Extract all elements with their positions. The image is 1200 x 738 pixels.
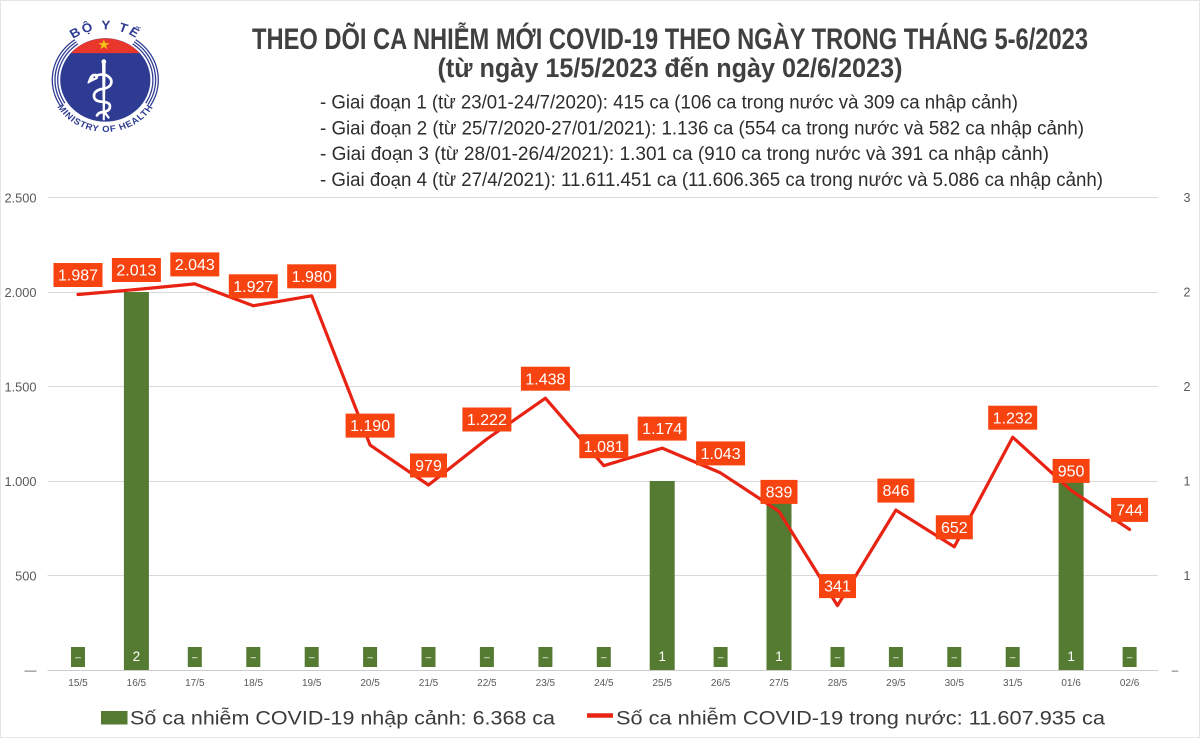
svg-text:30/5: 30/5 bbox=[945, 678, 965, 689]
svg-text:26/5: 26/5 bbox=[711, 678, 731, 689]
svg-text:2: 2 bbox=[133, 649, 141, 664]
svg-text:–: – bbox=[893, 652, 899, 663]
svg-text:1.987: 1.987 bbox=[58, 268, 98, 285]
svg-text:21/5: 21/5 bbox=[419, 678, 439, 689]
svg-text:1.000: 1.000 bbox=[4, 474, 36, 489]
svg-text:22/5: 22/5 bbox=[477, 678, 497, 689]
svg-text:2: 2 bbox=[1184, 286, 1191, 300]
svg-text:1.043: 1.043 bbox=[701, 446, 741, 463]
svg-text:23/5: 23/5 bbox=[536, 678, 556, 689]
svg-text:BỘ Y TẾ: BỘ Y TẾ bbox=[67, 18, 144, 42]
svg-text:(từ ngày 15/5/2023 đến ngày 02: (từ ngày 15/5/2023 đến ngày 02/6/2023) bbox=[438, 53, 903, 83]
svg-text:–: – bbox=[251, 652, 257, 663]
svg-text:- Giai đoạn 1 (từ 23/01-24/7/2: - Giai đoạn 1 (từ 23/01-24/7/2020): 415 … bbox=[320, 93, 1018, 114]
svg-text:27/5: 27/5 bbox=[769, 678, 789, 689]
svg-text:25/5: 25/5 bbox=[652, 678, 672, 689]
svg-text:1.174: 1.174 bbox=[642, 421, 682, 438]
svg-text:20/5: 20/5 bbox=[360, 678, 380, 689]
svg-text:500: 500 bbox=[15, 569, 36, 584]
svg-text:1.190: 1.190 bbox=[350, 418, 390, 435]
svg-text:- Giai đoạn 2 (từ 25/7/2020-27: - Giai đoạn 2 (từ 25/7/2020-27/01/2021):… bbox=[320, 118, 1084, 139]
svg-text:1.500: 1.500 bbox=[4, 380, 36, 395]
svg-text:2.000: 2.000 bbox=[4, 285, 36, 300]
svg-text:2.500: 2.500 bbox=[4, 191, 36, 206]
svg-text:979: 979 bbox=[415, 458, 442, 475]
svg-text:28/5: 28/5 bbox=[828, 678, 848, 689]
svg-text:1.980: 1.980 bbox=[292, 269, 332, 286]
svg-text:THEO DÕI CA NHIỄM MỚI COVID-19: THEO DÕI CA NHIỄM MỚI COVID-19 THEO NGÀY… bbox=[252, 22, 1088, 56]
svg-text:846: 846 bbox=[883, 483, 910, 500]
svg-text:839: 839 bbox=[766, 485, 793, 502]
svg-text:–: – bbox=[835, 652, 841, 663]
svg-text:31/5: 31/5 bbox=[1003, 678, 1023, 689]
svg-text:2: 2 bbox=[1184, 380, 1191, 394]
svg-text:1.438: 1.438 bbox=[525, 371, 565, 388]
svg-text:–: – bbox=[426, 652, 432, 663]
svg-text:–: – bbox=[192, 652, 198, 663]
svg-text:2.043: 2.043 bbox=[175, 257, 215, 274]
svg-text:17/5: 17/5 bbox=[185, 678, 205, 689]
svg-text:–: – bbox=[309, 652, 315, 663]
svg-text:–: – bbox=[952, 652, 958, 663]
svg-text:–: – bbox=[1172, 663, 1179, 677]
svg-text:1.927: 1.927 bbox=[233, 279, 273, 296]
svg-text:–: – bbox=[1127, 652, 1133, 663]
svg-text:1.081: 1.081 bbox=[584, 439, 624, 456]
svg-text:–: – bbox=[367, 652, 373, 663]
svg-text:18/5: 18/5 bbox=[244, 678, 264, 689]
svg-text:1: 1 bbox=[1184, 569, 1191, 583]
svg-text:950: 950 bbox=[1058, 464, 1085, 481]
svg-text:–: – bbox=[75, 652, 81, 663]
svg-text:Số ca nhiễm COVID-19 nhập cảnh: Số ca nhiễm COVID-19 nhập cảnh: 6.368 ca bbox=[130, 707, 555, 730]
svg-text:652: 652 bbox=[941, 520, 968, 537]
svg-text:–: – bbox=[1010, 652, 1016, 663]
svg-text:01/6: 01/6 bbox=[1061, 678, 1081, 689]
svg-text:- Giai đoạn 4 (từ 27/4/2021):: - Giai đoạn 4 (từ 27/4/2021): 11.611.451… bbox=[320, 170, 1103, 191]
svg-text:- Giai đoạn 3 (từ 28/01-26/4/2: - Giai đoạn 3 (từ 28/01-26/4/2021): 1.30… bbox=[320, 144, 1049, 165]
svg-text:19/5: 19/5 bbox=[302, 678, 322, 689]
svg-text:—: — bbox=[25, 663, 37, 677]
svg-text:1.232: 1.232 bbox=[993, 410, 1033, 427]
svg-text:15/5: 15/5 bbox=[68, 678, 88, 689]
svg-text:1: 1 bbox=[775, 649, 783, 664]
svg-text:–: – bbox=[484, 652, 490, 663]
svg-text:341: 341 bbox=[824, 579, 851, 596]
svg-text:–: – bbox=[601, 652, 607, 663]
svg-text:02/6: 02/6 bbox=[1120, 678, 1140, 689]
svg-text:Số ca nhiễm COVID-19 trong nướ: Số ca nhiễm COVID-19 trong nước: 11.607.… bbox=[616, 707, 1105, 730]
svg-text:1: 1 bbox=[1067, 649, 1075, 664]
svg-text:1.222: 1.222 bbox=[467, 412, 507, 429]
svg-text:24/5: 24/5 bbox=[594, 678, 614, 689]
svg-text:16/5: 16/5 bbox=[127, 678, 147, 689]
svg-text:–: – bbox=[543, 652, 549, 663]
svg-text:2.013: 2.013 bbox=[116, 263, 156, 280]
svg-text:744: 744 bbox=[1116, 503, 1143, 520]
svg-text:29/5: 29/5 bbox=[886, 678, 906, 689]
svg-text:3: 3 bbox=[1184, 191, 1191, 205]
svg-text:1: 1 bbox=[1184, 475, 1191, 489]
svg-text:1: 1 bbox=[658, 649, 666, 664]
svg-text:–: – bbox=[718, 652, 724, 663]
